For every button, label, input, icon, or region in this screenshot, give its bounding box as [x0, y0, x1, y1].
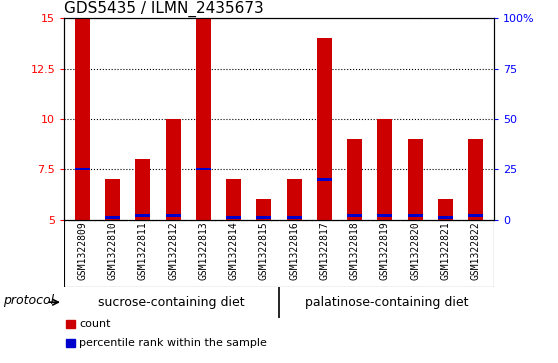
- Bar: [226, 216, 241, 219]
- Text: palatinose-containing diet: palatinose-containing diet: [305, 296, 468, 309]
- Bar: [377, 215, 392, 217]
- Text: GSM1322822: GSM1322822: [471, 222, 480, 280]
- Text: GSM1322815: GSM1322815: [259, 222, 269, 280]
- Text: count: count: [79, 319, 110, 329]
- Text: sucrose-containing diet: sucrose-containing diet: [98, 296, 245, 309]
- Bar: [166, 215, 181, 217]
- Bar: [438, 199, 453, 220]
- Text: GSM1322817: GSM1322817: [319, 222, 329, 280]
- Text: GSM1322819: GSM1322819: [380, 222, 390, 280]
- Text: GSM1322818: GSM1322818: [350, 222, 360, 280]
- Bar: [347, 139, 362, 220]
- Bar: [317, 178, 332, 180]
- Text: protocol: protocol: [3, 294, 54, 307]
- Bar: [468, 139, 483, 220]
- Bar: [75, 168, 90, 171]
- Text: GSM1322821: GSM1322821: [440, 222, 450, 280]
- Bar: [226, 179, 241, 220]
- Bar: [287, 179, 302, 220]
- Bar: [135, 159, 151, 220]
- Bar: [256, 199, 271, 220]
- Bar: [196, 168, 211, 171]
- Bar: [317, 38, 332, 220]
- Bar: [196, 18, 211, 220]
- Bar: [256, 216, 271, 219]
- Bar: [105, 179, 120, 220]
- Bar: [66, 320, 75, 329]
- Text: GDS5435 / ILMN_2435673: GDS5435 / ILMN_2435673: [64, 1, 264, 17]
- Bar: [75, 18, 90, 220]
- Text: GSM1322816: GSM1322816: [289, 222, 299, 280]
- Text: GSM1322814: GSM1322814: [229, 222, 239, 280]
- Bar: [407, 215, 423, 217]
- Bar: [135, 215, 151, 217]
- Text: GSM1322809: GSM1322809: [78, 222, 87, 280]
- Bar: [438, 216, 453, 219]
- Bar: [468, 215, 483, 217]
- Bar: [105, 216, 120, 219]
- Text: GSM1322820: GSM1322820: [410, 222, 420, 280]
- Text: GSM1322812: GSM1322812: [168, 222, 178, 280]
- Text: GSM1322813: GSM1322813: [198, 222, 208, 280]
- Text: GSM1322810: GSM1322810: [108, 222, 118, 280]
- Bar: [287, 216, 302, 219]
- Bar: [66, 339, 75, 347]
- Bar: [377, 119, 392, 220]
- Bar: [347, 215, 362, 217]
- Text: percentile rank within the sample: percentile rank within the sample: [79, 338, 267, 348]
- Bar: [407, 139, 423, 220]
- Bar: [166, 119, 181, 220]
- Text: GSM1322811: GSM1322811: [138, 222, 148, 280]
